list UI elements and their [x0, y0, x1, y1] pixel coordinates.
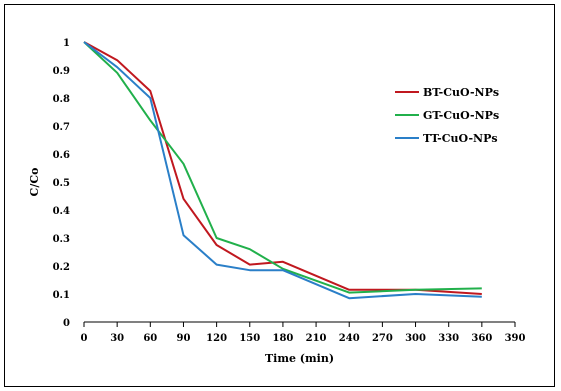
- y-tick-label: 0.6: [53, 150, 70, 161]
- chart-frame: 0 0.1 0.2 0.3 0.4 0.5 0.6 0.7 0.8 0.9 1 0 30 60 90 120…: [4, 4, 555, 387]
- x-tick-label: 120: [206, 333, 227, 344]
- x-axis-ticks: 0 30 60 90 120 150 180 210 240 270 300 330 360 390: [81, 322, 526, 344]
- x-tick-label: 360: [471, 333, 492, 344]
- y-tick-label: 0.9: [53, 66, 70, 77]
- y-tick-label: 0.8: [53, 94, 70, 105]
- series-layer: [83, 41, 482, 300]
- x-tick-label: 330: [438, 333, 459, 344]
- x-tick-label: 0: [81, 333, 88, 344]
- x-tick-label: 300: [405, 333, 426, 344]
- y-tick-label: 0.2: [53, 262, 70, 273]
- series-line-gt-cuo-nps: [83, 41, 482, 294]
- y-tick-label: 0.3: [53, 234, 70, 245]
- series-line-tt-cuo-nps: [83, 41, 482, 300]
- legend-label: TT-CuO-NPs: [423, 132, 498, 145]
- legend-label: GT-CuO-NPs: [423, 109, 499, 122]
- y-axis-title: C/Co: [28, 168, 41, 197]
- x-tick-label: 90: [177, 333, 191, 344]
- x-tick-label: 210: [306, 333, 327, 344]
- x-tick-label: 180: [272, 333, 293, 344]
- y-tick-label: 1: [63, 38, 70, 49]
- legend-label: BT-CuO-NPs: [423, 86, 499, 99]
- y-tick-label: 0: [63, 318, 70, 329]
- y-axis-ticks: 0 0.1 0.2 0.3 0.4 0.5 0.6 0.7 0.8 0.9 1: [53, 38, 70, 329]
- x-tick-label: 270: [372, 333, 393, 344]
- x-tick-label: 390: [505, 333, 526, 344]
- line-chart: 0 0.1 0.2 0.3 0.4 0.5 0.6 0.7 0.8 0.9 1 0 30 60 90 120…: [28, 38, 526, 365]
- y-tick-label: 0.5: [53, 178, 70, 189]
- x-tick-label: 240: [339, 333, 360, 344]
- x-tick-label: 60: [143, 333, 157, 344]
- y-tick-label: 0.1: [53, 290, 70, 301]
- y-tick-label: 0.7: [53, 122, 70, 133]
- x-tick-label: 30: [110, 333, 124, 344]
- x-axis-title: Time (min): [265, 352, 334, 365]
- series-line-bt-cuo-nps: [83, 41, 482, 295]
- legend: BT-CuO-NPs GT-CuO-NPs TT-CuO-NPs: [395, 86, 499, 145]
- x-tick-label: 150: [239, 333, 260, 344]
- y-tick-label: 0.4: [53, 206, 70, 217]
